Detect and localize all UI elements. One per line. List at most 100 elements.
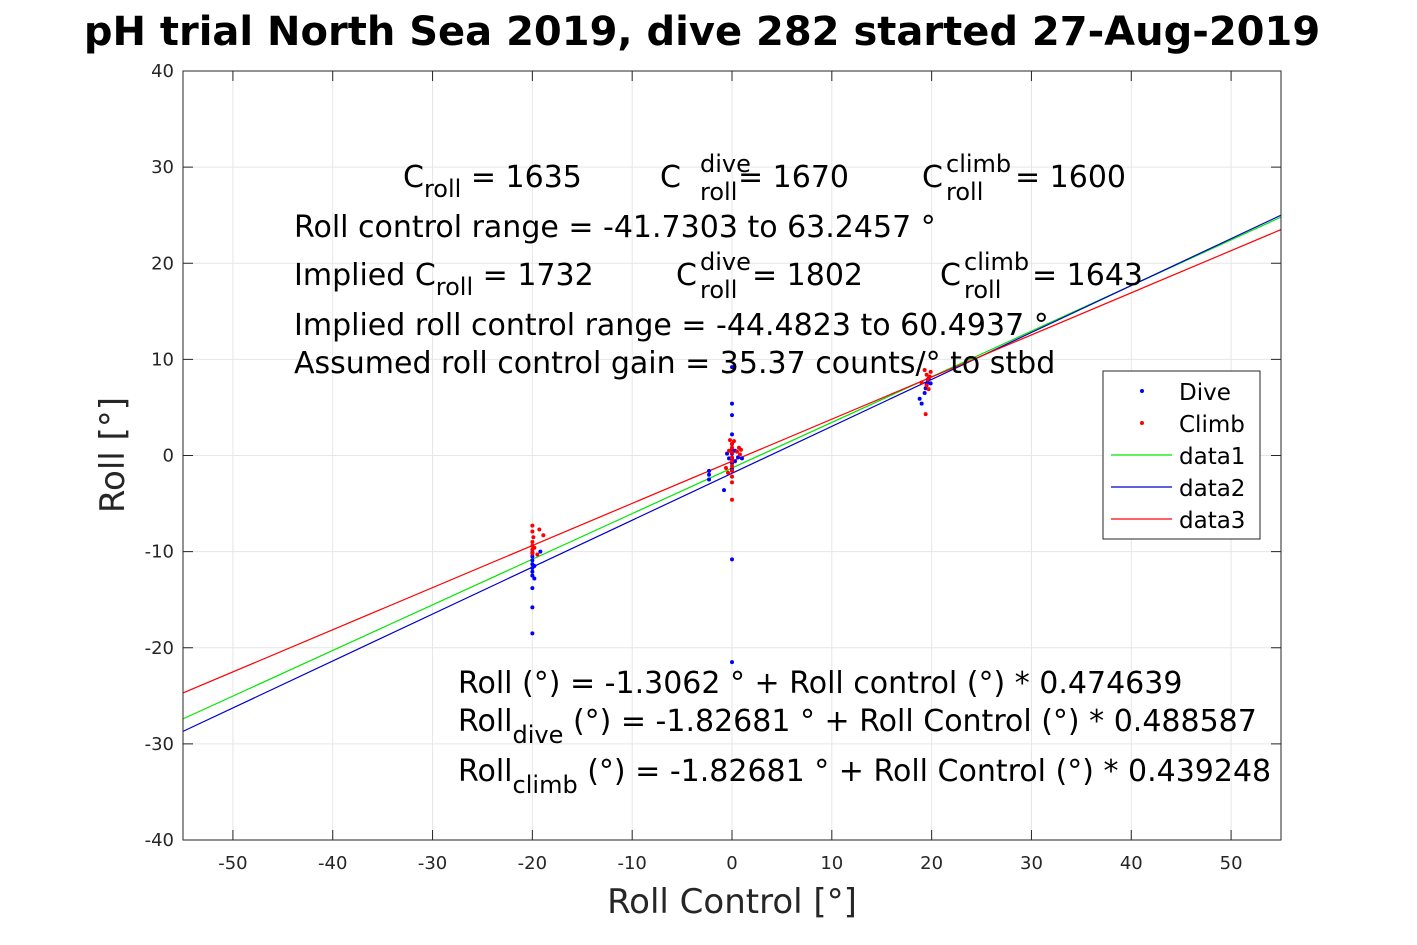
point-climb (926, 387, 931, 392)
point-dive (532, 564, 537, 569)
point-climb (738, 447, 743, 452)
y-tick-label: -10 (145, 542, 174, 563)
y-tick-label: -20 (145, 638, 174, 659)
point-dive (530, 605, 535, 610)
legend-label-climb: Climb (1179, 412, 1245, 438)
point-dive (732, 459, 737, 464)
annotation-implied-c-climb: C (940, 258, 961, 293)
annotation-c-roll-dive-val: = 1670 (738, 160, 849, 195)
legend-marker-climb (1140, 421, 1144, 425)
point-dive (735, 455, 740, 460)
x-tick-label: 40 (1120, 853, 1143, 874)
point-climb (530, 529, 535, 534)
annotation-implied-c-climb-sup: climb (964, 248, 1029, 276)
point-climb (730, 480, 734, 485)
y-tick-label: 40 (151, 61, 174, 82)
legend-label-data2: data2 (1179, 476, 1245, 502)
point-climb (724, 465, 729, 470)
annotation-c-roll: Croll = 1635 (403, 160, 582, 203)
x-tick-label: 10 (820, 853, 843, 874)
legend-marker-dive (1140, 389, 1144, 393)
point-dive (707, 477, 712, 482)
x-tick-label: -20 (518, 853, 547, 874)
annotation-top: Croll = 1635 C dive roll = 1670 C climb … (294, 150, 1143, 381)
point-climb (731, 439, 736, 444)
point-dive (722, 488, 727, 493)
point-climb (730, 497, 734, 502)
point-climb (730, 445, 734, 450)
x-tick-label: -40 (318, 853, 347, 874)
point-climb (737, 452, 742, 457)
legend-label-data3: data3 (1179, 508, 1245, 534)
annotation-fit-roll: Roll (°) = -1.3062 ° + Roll control (°) … (458, 666, 1182, 701)
y-tick-label: 10 (151, 349, 174, 370)
annotation-c-roll-dive-sup: dive (700, 150, 751, 178)
annotation-implied-c-dive-sup: dive (700, 248, 751, 276)
point-dive (530, 573, 535, 578)
annotation-implied-c-climb-val: = 1643 (1032, 258, 1143, 293)
annotation-c-roll-climb: C (922, 160, 943, 195)
x-tick-label: -10 (617, 853, 646, 874)
point-dive (928, 381, 933, 386)
point-climb (541, 533, 546, 538)
point-climb (530, 523, 535, 528)
annotation-implied-c-dive-sub: roll (700, 276, 737, 304)
y-tick-label: 20 (151, 253, 174, 274)
annotation-gain: Assumed roll control gain = 35.37 counts… (294, 346, 1055, 381)
point-dive (730, 401, 734, 406)
point-dive (707, 468, 712, 473)
point-dive (532, 576, 537, 581)
point-dive (538, 549, 543, 554)
annotation-implied-c-roll: Implied Croll = 1732 (294, 258, 594, 301)
annotation-implied-c-dive: C (676, 258, 697, 293)
point-dive (707, 472, 712, 477)
annotation-bottom: Roll (°) = -1.3062 ° + Roll control (°) … (458, 666, 1271, 799)
point-climb (535, 552, 540, 557)
point-climb (726, 470, 731, 475)
x-tick-label: 20 (920, 853, 943, 874)
series-points (530, 365, 933, 665)
point-dive (730, 660, 734, 665)
point-climb (923, 412, 928, 417)
x-axis-ticks: -50 -40 -30 -20 -10 0 10 20 30 40 50 (218, 71, 1243, 874)
legend-label-dive: Dive (1179, 380, 1231, 406)
annotation-c-roll-dive-sub: roll (700, 178, 737, 206)
chart-title: pH trial North Sea 2019, dive 282 starte… (84, 9, 1320, 55)
point-climb (730, 474, 734, 479)
x-tick-label: 50 (1220, 853, 1243, 874)
point-dive (530, 554, 535, 559)
legend-label-data1: data1 (1179, 444, 1245, 470)
point-climb (924, 383, 929, 388)
point-climb (734, 449, 739, 454)
annotation-implied-c-dive-val: = 1802 (752, 258, 863, 293)
point-dive (530, 586, 535, 591)
annotation-c-roll-dive: C (660, 160, 681, 195)
point-climb (925, 377, 930, 382)
point-climb (728, 438, 733, 443)
point-climb (922, 367, 927, 372)
point-climb (730, 459, 734, 464)
point-dive (922, 391, 927, 396)
y-tick-label: -40 (145, 830, 174, 851)
point-dive (730, 365, 734, 370)
point-climb (531, 535, 536, 540)
point-climb (919, 380, 924, 385)
point-dive (530, 631, 535, 636)
y-tick-label: 0 (163, 446, 174, 467)
point-dive (730, 413, 734, 418)
point-dive (530, 558, 535, 563)
annotation-roll-control-range: Roll control range = -41.7303 to 63.2457… (294, 210, 936, 245)
point-climb (924, 372, 929, 377)
point-dive (730, 432, 734, 437)
legend: Dive Climb data1 data2 data3 (1102, 370, 1261, 540)
annotation-implied-c-climb-sub: roll (964, 276, 1001, 304)
x-axis-label: Roll Control [°] (607, 882, 857, 922)
y-axis-label: Roll [°] (93, 397, 133, 513)
point-climb (730, 455, 734, 460)
y-axis-ticks: -40 -30 -20 -10 0 10 20 30 40 (145, 61, 1281, 851)
x-tick-label: -30 (418, 853, 447, 874)
annotation-fit-climb: Rollclimb (°) = -1.82681 ° + Roll Contro… (458, 754, 1271, 799)
point-climb (537, 527, 542, 532)
point-climb (730, 441, 734, 446)
